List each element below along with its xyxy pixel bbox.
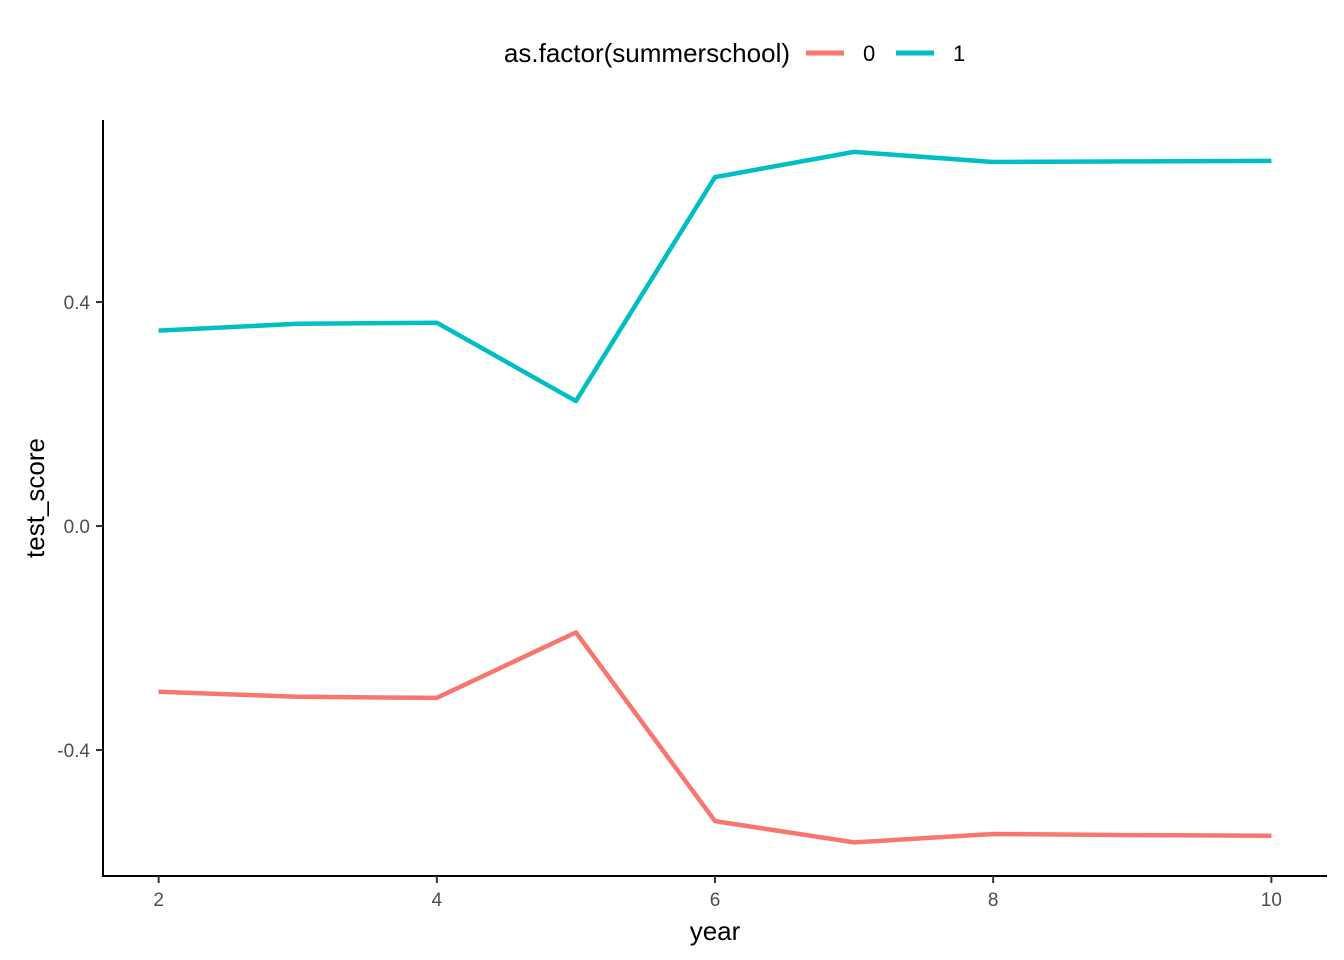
y-axis-title: test_score bbox=[20, 438, 50, 558]
legend-label-0: 0 bbox=[863, 41, 875, 66]
legend-item-1: 1 bbox=[896, 41, 965, 66]
x-tick-label: 4 bbox=[432, 890, 443, 911]
x-tick-label: 2 bbox=[153, 890, 164, 911]
series-line-0 bbox=[158, 630, 1272, 845]
y-tick-label: -0.4 bbox=[57, 741, 90, 762]
x-tick-label: 8 bbox=[988, 890, 999, 911]
y-tick-label: 0.4 bbox=[64, 293, 91, 314]
x-axis-title: year bbox=[690, 916, 741, 946]
y-tick-label: 0.0 bbox=[64, 517, 90, 538]
axes: 2 4 6 8 10 -0.4 0.0 0.4 year test_score bbox=[20, 120, 1327, 946]
legend: as.factor(summerschool) 0 1 bbox=[504, 38, 965, 68]
legend-title: as.factor(summerschool) bbox=[504, 38, 790, 68]
x-tick-label: 6 bbox=[710, 890, 721, 911]
series-line-1 bbox=[158, 149, 1272, 404]
legend-item-0: 0 bbox=[806, 41, 875, 66]
x-tick-label: 10 bbox=[1261, 890, 1282, 911]
legend-label-1: 1 bbox=[953, 41, 965, 66]
plot-area bbox=[158, 149, 1272, 845]
